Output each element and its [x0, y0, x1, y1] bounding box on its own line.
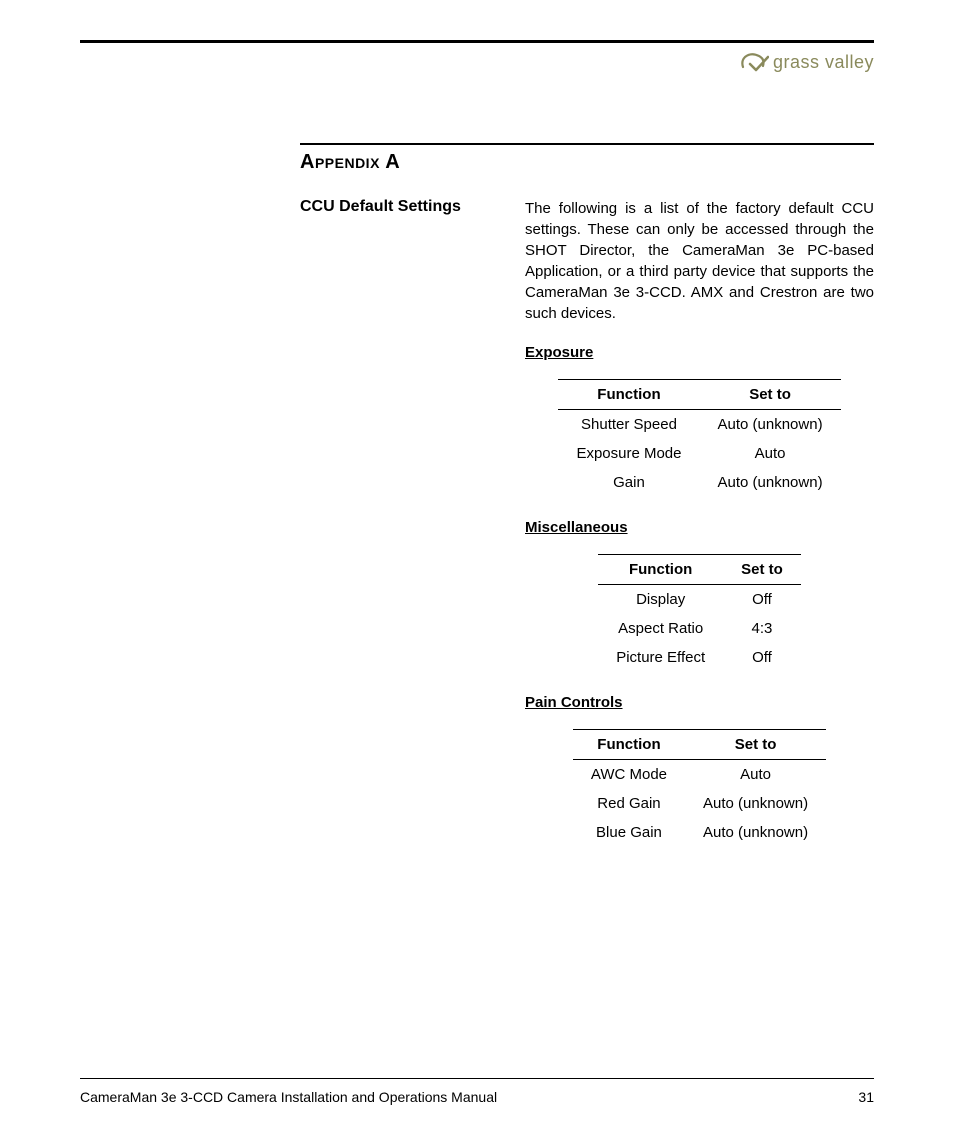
- section-heading: CCU Default Settings: [300, 198, 485, 216]
- table-cell: Shutter Speed: [558, 410, 699, 440]
- table-cell: Auto: [700, 439, 841, 468]
- table-cell: Picture Effect: [598, 643, 723, 672]
- footer-title: CameraMan 3e 3-CCD Camera Installation a…: [80, 1089, 497, 1105]
- table-heading: Exposure: [525, 344, 874, 361]
- table-heading: Pain Controls: [525, 694, 874, 711]
- table-cell: Red Gain: [573, 789, 685, 818]
- tables-container: ExposureFunctionSet toShutter SpeedAuto …: [525, 344, 874, 847]
- table-cell: Auto (unknown): [685, 789, 826, 818]
- table-row: Red GainAuto (unknown): [573, 789, 826, 818]
- table-header-cell: Function: [598, 555, 723, 585]
- table-header-cell: Function: [573, 730, 685, 760]
- table-cell: Display: [598, 585, 723, 615]
- grass-valley-logo-icon: [739, 51, 769, 73]
- settings-table: FunctionSet toShutter SpeedAuto (unknown…: [558, 379, 840, 497]
- table-cell: Aspect Ratio: [598, 614, 723, 643]
- table-row: Exposure ModeAuto: [558, 439, 840, 468]
- brand-logo: grass valley: [739, 51, 874, 73]
- settings-table: FunctionSet toAWC ModeAutoRed GainAuto (…: [573, 729, 826, 847]
- table-row: Blue GainAuto (unknown): [573, 818, 826, 847]
- page-footer: CameraMan 3e 3-CCD Camera Installation a…: [80, 1078, 874, 1105]
- appendix-title: Appendix A: [300, 151, 874, 174]
- content-area: Appendix A CCU Default Settings The foll…: [80, 143, 874, 869]
- table-cell: Auto (unknown): [685, 818, 826, 847]
- table-header-cell: Function: [558, 380, 699, 410]
- table-heading: Miscellaneous: [525, 519, 874, 536]
- table-header-cell: Set to: [700, 380, 841, 410]
- intro-paragraph: The following is a list of the factory d…: [525, 198, 874, 324]
- settings-table: FunctionSet toDisplayOffAspect Ratio4:3P…: [598, 554, 801, 672]
- table-cell: Auto: [685, 760, 826, 790]
- table-cell: Off: [723, 643, 801, 672]
- table-cell: Off: [723, 585, 801, 615]
- table-row: DisplayOff: [598, 585, 801, 615]
- header-row: grass valley: [80, 51, 874, 73]
- table-cell: Blue Gain: [573, 818, 685, 847]
- table-row: Picture EffectOff: [598, 643, 801, 672]
- table-cell: Exposure Mode: [558, 439, 699, 468]
- table-cell: Gain: [558, 468, 699, 497]
- table-row: Shutter SpeedAuto (unknown): [558, 410, 840, 440]
- top-rule: [80, 40, 874, 43]
- table-cell: Auto (unknown): [700, 468, 841, 497]
- table-header-cell: Set to: [723, 555, 801, 585]
- table-header-cell: Set to: [685, 730, 826, 760]
- table-row: AWC ModeAuto: [573, 760, 826, 790]
- appendix-rule: [300, 143, 874, 145]
- table-row: Aspect Ratio4:3: [598, 614, 801, 643]
- table-row: GainAuto (unknown): [558, 468, 840, 497]
- brand-logo-text: grass valley: [773, 52, 874, 73]
- table-cell: Auto (unknown): [700, 410, 841, 440]
- table-cell: AWC Mode: [573, 760, 685, 790]
- footer-page-number: 31: [858, 1089, 874, 1105]
- table-cell: 4:3: [723, 614, 801, 643]
